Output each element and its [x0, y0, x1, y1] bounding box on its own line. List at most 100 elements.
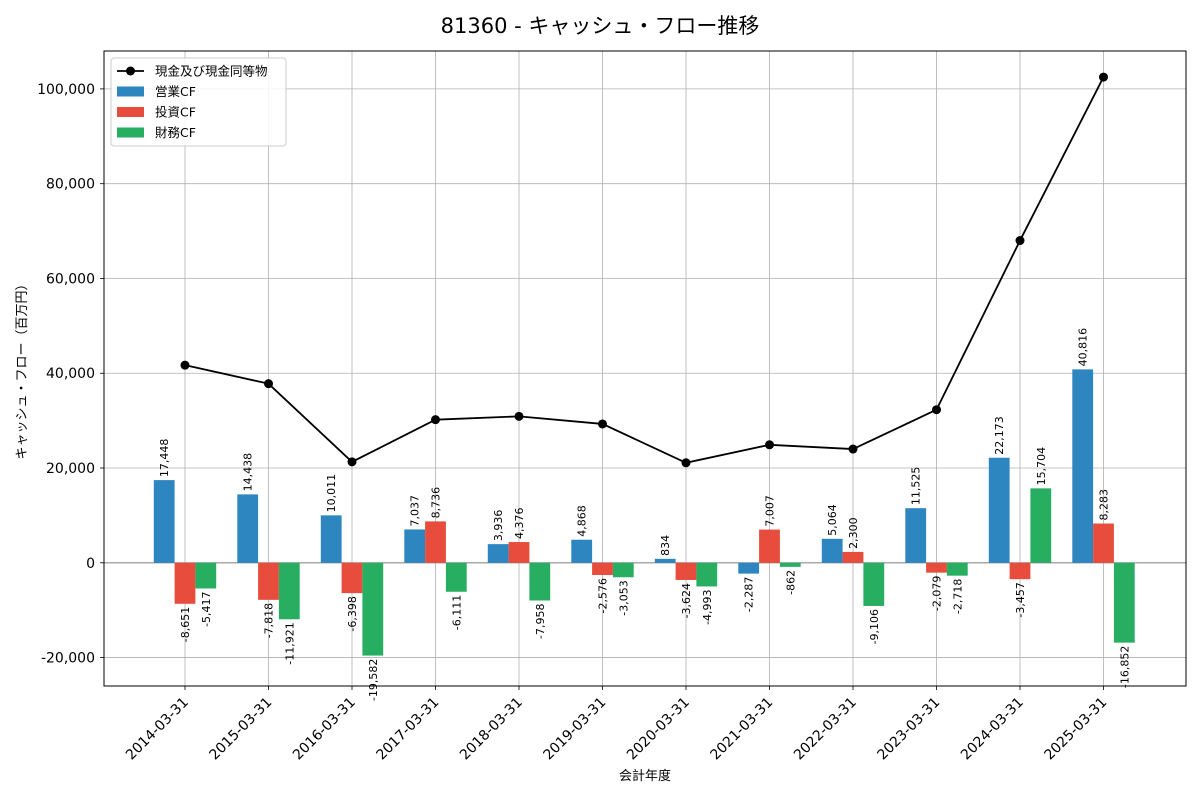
bar-value-label: -6,111: [450, 595, 463, 630]
y-axis-ticks: -20,000 0 20,000 40,000 60,000 80,000 100,000: [37, 82, 104, 667]
bar-value-label: -5,417: [200, 591, 213, 626]
bar-value-label: 7,037: [409, 495, 422, 527]
y-tick-label: 80,000: [46, 177, 95, 193]
x-axis-label: 会計年度: [619, 768, 671, 784]
cash-line-point: [514, 411, 524, 421]
bar-value-label: 40,816: [1077, 328, 1090, 367]
bar: [821, 538, 843, 563]
bar-value-label: 3,936: [492, 510, 505, 542]
bar: [905, 508, 927, 563]
bar-value-label: -2,718: [951, 579, 964, 614]
bar: [571, 539, 593, 563]
bar: [842, 551, 864, 563]
bar-value-label: -2,287: [743, 577, 756, 612]
bar: [779, 562, 801, 567]
bar: [654, 558, 676, 563]
bar-value-label: 4,376: [513, 508, 526, 540]
bar: [1113, 562, 1135, 643]
x-tick-label: 2018-03-31: [457, 695, 526, 764]
bar-value-label: 2,300: [847, 517, 860, 549]
bar-value-label: -4,993: [701, 589, 714, 624]
bar: [612, 562, 634, 578]
bar-value-label: -3,053: [617, 580, 630, 615]
bar-value-label: 7,007: [764, 495, 777, 527]
y-tick-label: -20,000: [41, 651, 95, 667]
cash-line-path: [184, 76, 1105, 464]
legend-label: 現金及び現金同等物: [155, 64, 268, 79]
y-tick-label: 20,000: [46, 461, 95, 477]
cash-line: [180, 72, 1108, 468]
bar-value-label: -19,582: [367, 659, 380, 701]
legend-swatch: [117, 127, 144, 138]
bar-labels: 17,448 14,438 10,011 7,037 3,936 4,868 834 -2,2…: [158, 328, 1131, 701]
bar-value-label: 834: [659, 535, 672, 556]
cash-line-point: [180, 360, 190, 370]
bar-value-label: -3,624: [680, 583, 693, 618]
bar: [362, 562, 384, 656]
bar: [258, 562, 279, 600]
legend-label: 投資CF: [155, 105, 196, 120]
y-tick-label: 60,000: [46, 271, 95, 287]
bar-value-label: -11,921: [283, 622, 296, 664]
bar-value-label: -2,079: [931, 576, 944, 611]
bar-value-label: -7,958: [534, 604, 547, 639]
bar-value-label: 10,011: [325, 474, 338, 513]
x-tick-label: 2022-03-31: [791, 695, 860, 764]
bar-value-label: -2,576: [597, 578, 610, 613]
x-tick-label: 2016-03-31: [290, 695, 359, 764]
bar: [738, 562, 760, 574]
bar: [195, 562, 217, 589]
legend-label: 営業CF: [155, 84, 196, 99]
bar: [863, 562, 885, 606]
x-tick-label: 2023-03-31: [874, 695, 943, 764]
bar: [320, 515, 342, 563]
x-tick-label: 2024-03-31: [958, 695, 1027, 764]
bar-value-label: -3,457: [1014, 582, 1027, 617]
bar-value-label: 14,438: [242, 453, 255, 492]
x-tick-label: 2020-03-31: [624, 695, 693, 764]
bar: [946, 562, 968, 576]
legend-marker: [126, 66, 135, 76]
legend-label: 財務CF: [155, 125, 196, 140]
legend-swatch: [117, 86, 144, 97]
bar: [988, 457, 1010, 563]
bar-value-label: 8,283: [1098, 489, 1111, 521]
bar: [237, 494, 259, 563]
bar: [278, 562, 300, 620]
bar: [759, 529, 780, 563]
bar: [1072, 369, 1094, 563]
bar-value-label: 4,868: [576, 505, 589, 537]
bar: [926, 562, 947, 573]
bar-value-label: -8,651: [179, 607, 192, 642]
plot-frame: [103, 50, 1187, 687]
x-tick-label: 2019-03-31: [540, 695, 609, 764]
y-tick-label: 100,000: [37, 82, 95, 98]
bar: [487, 544, 509, 563]
cash-line-point: [848, 444, 858, 454]
chart-title: 81360 - キャッシュ・フロー推移: [441, 14, 760, 38]
y-axis-label: キャッシュ・フロー（百万円）: [15, 277, 30, 459]
cash-line-point: [347, 457, 357, 467]
legend-swatch: [117, 107, 144, 117]
x-tick-label: 2015-03-31: [206, 695, 275, 764]
x-tick-label: 2017-03-31: [373, 695, 442, 764]
cash-line-point: [681, 458, 691, 468]
y-tick-label: 40,000: [46, 366, 95, 382]
cash-line-point: [1015, 236, 1025, 246]
bar-value-label: -16,852: [1118, 646, 1131, 688]
bar-value-label: 5,064: [826, 504, 839, 536]
bar: [1093, 523, 1114, 563]
bar-value-label: -7,818: [263, 603, 276, 638]
x-tick-label: 2014-03-31: [123, 695, 192, 764]
bar: [508, 542, 530, 563]
cash-line-point: [431, 415, 440, 425]
bar: [153, 480, 175, 563]
cash-line-point: [598, 419, 607, 429]
cash-line-point: [1099, 72, 1108, 82]
bar: [174, 562, 196, 604]
bar-value-label: 17,448: [158, 439, 171, 478]
bar: [445, 562, 467, 592]
bar: [675, 562, 697, 580]
